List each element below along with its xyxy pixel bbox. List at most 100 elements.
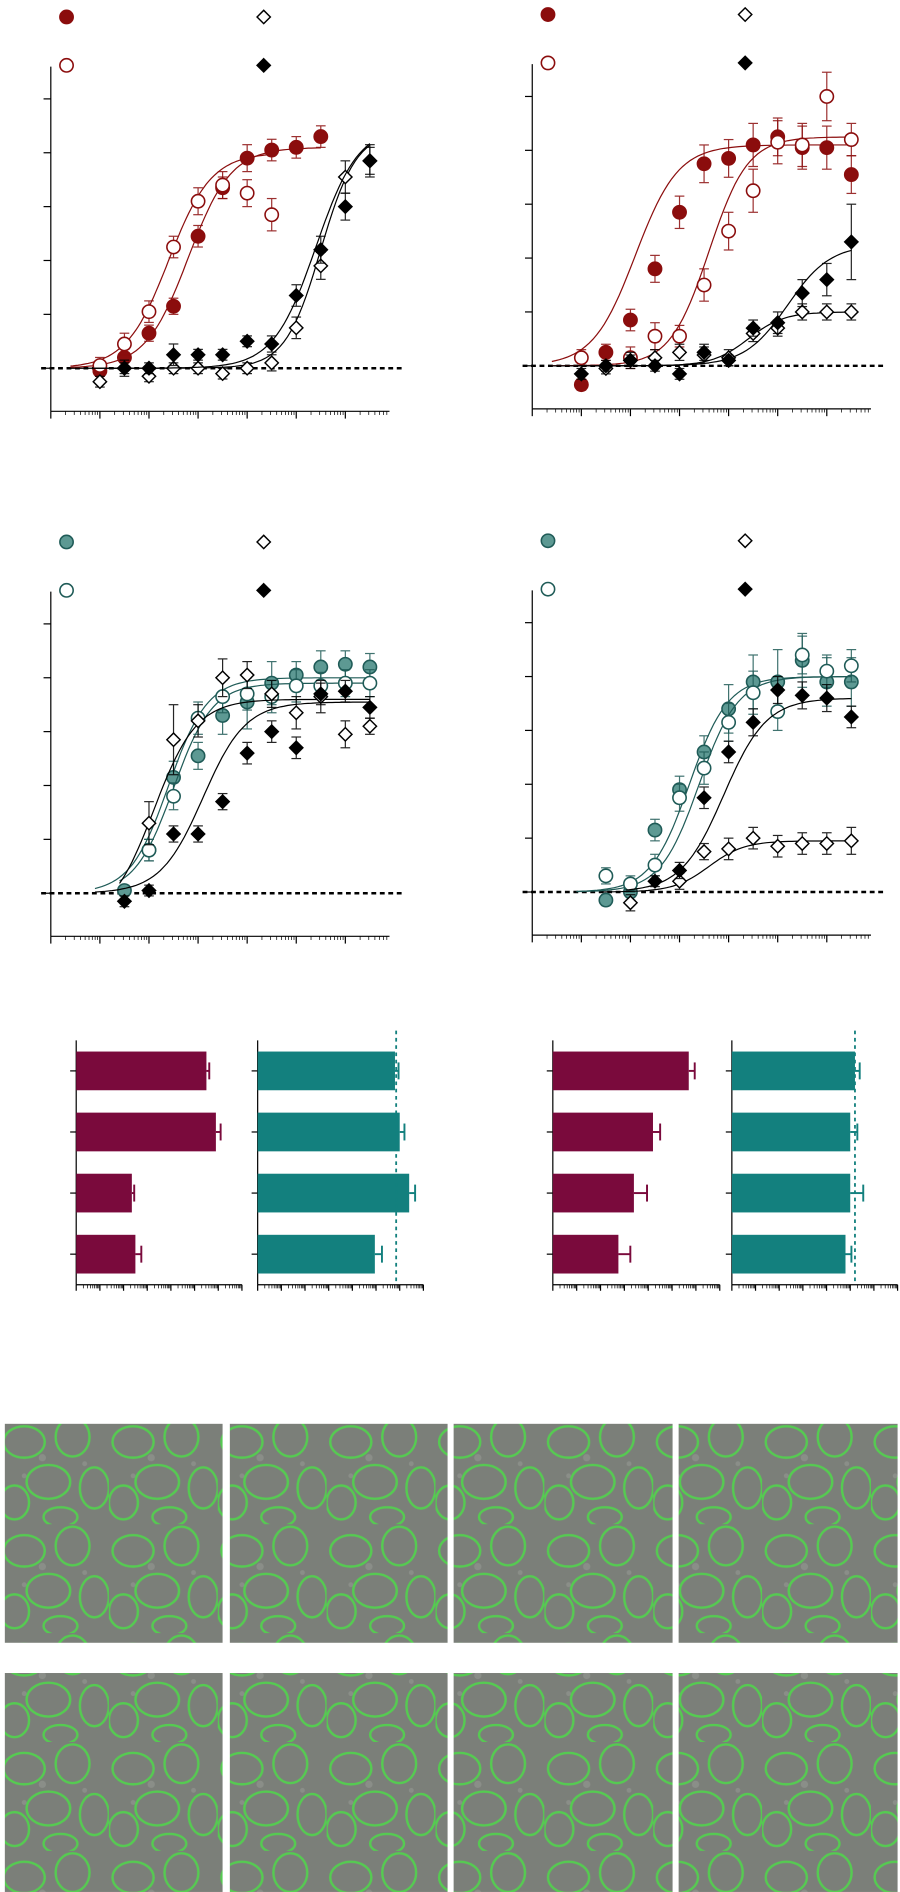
legend-marker [256, 9, 272, 25]
data-point [745, 183, 761, 199]
data-point [573, 366, 590, 382]
bar [76, 1112, 216, 1152]
legend-marker [256, 534, 272, 550]
data-point [239, 333, 255, 349]
data-point [770, 682, 786, 698]
data-point [214, 347, 231, 363]
data-point [672, 204, 687, 220]
bar [257, 1173, 410, 1213]
error-bar [131, 1184, 136, 1202]
error-bar [633, 1184, 648, 1202]
data-point [214, 670, 231, 686]
data-point [598, 892, 614, 908]
error-bar [618, 1245, 632, 1263]
data-point [288, 705, 304, 721]
fit-curve [625, 698, 852, 891]
data-point [165, 347, 182, 363]
data-point [264, 207, 280, 223]
data-point [843, 234, 860, 250]
fit-curve [576, 311, 852, 367]
data-point [165, 826, 182, 842]
data-point [720, 352, 737, 369]
fit-curve [576, 675, 852, 893]
data-point [843, 833, 860, 849]
data-point [215, 177, 231, 193]
data-point [92, 374, 108, 390]
data-point [288, 320, 304, 336]
data-point [239, 745, 255, 761]
data-point [362, 675, 378, 691]
bar [731, 1234, 846, 1274]
legend-marker [540, 581, 556, 597]
data-point [337, 656, 353, 672]
fit-curve [70, 153, 272, 367]
data-point [598, 344, 614, 360]
data-point [337, 198, 354, 215]
fit-curve [551, 144, 852, 363]
data-point [794, 304, 810, 320]
data-point [819, 140, 835, 156]
bar [552, 1173, 634, 1213]
data-point [770, 838, 786, 854]
data-point [622, 876, 638, 892]
legend-marker [59, 9, 74, 25]
fit-curve [94, 677, 370, 890]
data-point [573, 350, 589, 366]
data-point [843, 304, 860, 320]
data-point [819, 304, 835, 320]
bar [552, 1112, 653, 1152]
micrographs [4, 1423, 898, 1892]
data-point [116, 893, 133, 909]
error-bar [850, 1123, 859, 1141]
bar [731, 1112, 851, 1152]
data-point [794, 285, 810, 301]
data-point [770, 134, 786, 150]
data-point [819, 835, 835, 852]
data-point [598, 358, 614, 374]
data-point [647, 328, 663, 344]
data-point [141, 882, 157, 899]
micrograph [678, 1673, 898, 1892]
error-bar [850, 1184, 865, 1202]
error-bar [215, 1123, 222, 1141]
data-point [745, 830, 761, 846]
data-point [166, 239, 181, 255]
data-point [696, 760, 712, 776]
data-point [794, 137, 810, 153]
data-point [794, 835, 810, 852]
micrograph [678, 1423, 898, 1643]
legend-marker [256, 582, 272, 599]
data-point [239, 185, 255, 201]
fit-curve [70, 147, 321, 369]
data-point [696, 843, 712, 860]
data-point [696, 156, 712, 172]
data-point [671, 344, 688, 361]
data-point [843, 132, 859, 148]
data-point [745, 685, 761, 701]
error-bar [652, 1123, 662, 1141]
error-bar [374, 1245, 383, 1263]
micrograph [229, 1423, 448, 1643]
data-point [622, 312, 638, 328]
micrograph [4, 1673, 223, 1892]
data-point [794, 687, 810, 704]
data-point [647, 857, 663, 873]
data-point [672, 328, 687, 344]
bar [731, 1173, 851, 1213]
data-point [264, 723, 280, 740]
bar [76, 1234, 136, 1274]
data-point [165, 732, 182, 748]
bar [257, 1051, 395, 1091]
error-bar [206, 1062, 211, 1080]
micrograph [4, 1423, 223, 1643]
data-point [721, 223, 737, 239]
legend-marker [59, 534, 74, 550]
data-point [671, 862, 688, 879]
data-point [313, 129, 329, 145]
fit-curve [119, 682, 370, 882]
micrograph [453, 1673, 673, 1892]
data-point [647, 261, 663, 277]
data-point [819, 663, 835, 679]
data-point [190, 228, 206, 244]
